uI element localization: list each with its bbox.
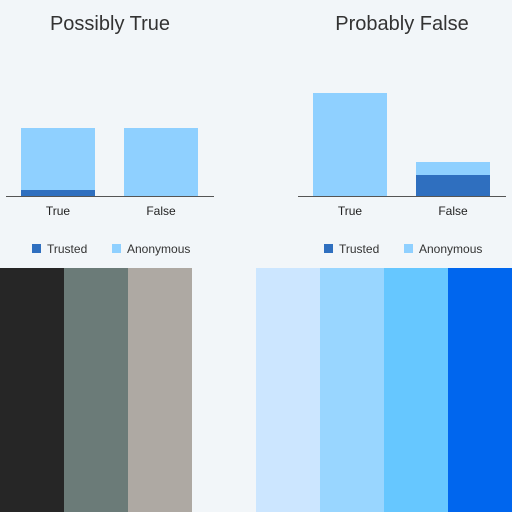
legend-label-trusted: Trusted [47, 242, 87, 256]
bar-false-anonymous [416, 162, 490, 175]
color-swatch-3 [128, 268, 192, 512]
chart-title: Possibly True [50, 13, 170, 35]
x-tick-label: False [438, 204, 468, 218]
legend-swatch-anonymous [404, 244, 413, 253]
legend-swatch-anonymous [112, 244, 121, 253]
color-swatch-7 [384, 268, 448, 512]
color-palette [0, 268, 512, 512]
x-tick-label: False [146, 204, 176, 218]
legend-label-trusted: Trusted [339, 242, 379, 256]
legend-label-anonymous: Anonymous [127, 242, 190, 256]
bar-true-trusted [21, 190, 95, 196]
chart-1: Possibly True True False Trusted Anonymous [6, 13, 214, 256]
chart-title: Probably False [335, 13, 468, 35]
bar-false-trusted [416, 175, 490, 196]
x-tick-label: True [338, 204, 363, 218]
chart-2: Probably False True False Trusted Anonymous [298, 13, 506, 256]
color-swatch-2 [64, 268, 128, 512]
legend-swatch-trusted [324, 244, 333, 253]
bar-true-anonymous [21, 128, 95, 190]
bar-false-anonymous [124, 128, 198, 196]
x-tick-label: True [46, 204, 71, 218]
legend-label-anonymous: Anonymous [419, 242, 482, 256]
color-swatch-1 [0, 268, 64, 512]
bar-true-anonymous [313, 93, 387, 196]
color-swatch-5 [256, 268, 320, 512]
color-swatch-8 [448, 268, 512, 512]
legend-swatch-trusted [32, 244, 41, 253]
color-swatch-6 [320, 268, 384, 512]
color-swatch-4 [192, 268, 256, 512]
